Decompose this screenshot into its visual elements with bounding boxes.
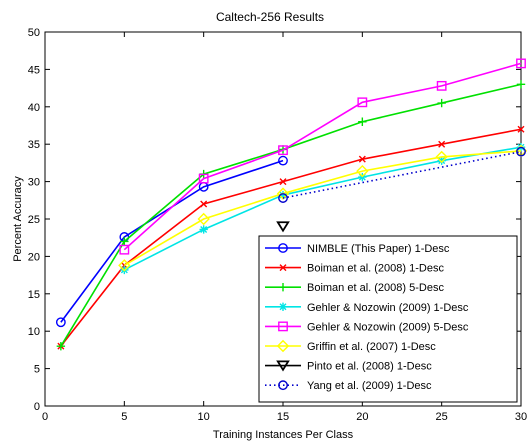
y-tick-label: 45: [28, 64, 40, 76]
x-tick-label: 0: [42, 411, 48, 423]
data-point: [200, 200, 208, 208]
x-tick-label: 25: [436, 411, 448, 423]
y-tick-label: 5: [34, 364, 40, 376]
y-tick-label: 50: [28, 27, 40, 39]
legend-label: NIMBLE (This Paper) 1-Desc: [307, 243, 450, 255]
legend-marker: [278, 302, 288, 311]
y-axis-label: Percent Accuracy: [12, 176, 24, 262]
legend: NIMBLE (This Paper) 1-Desc Boiman et al. …: [258, 235, 518, 403]
x-tick-label: 10: [198, 411, 210, 423]
data-point: [276, 221, 290, 233]
series-line-nimble-this-paper-1-desc: [60, 159, 284, 323]
series-layer: [55, 58, 528, 351]
series-line-gehler-nozowin-2009-1-desc: [123, 146, 522, 271]
series-yang-et-al-2009-1-desc: [278, 146, 526, 203]
legend-entry-gehler-nozowin-2009-5-desc: Gehler & Nozowin (2009) 5-Desc: [265, 321, 469, 333]
y-tick-label: 25: [28, 214, 40, 226]
series-nimble-this-paper-1-desc: [55, 155, 288, 328]
data-point: [437, 98, 446, 108]
legend-entry-boiman-et-al-2008-5-desc: Boiman et al. (2008) 5-Desc: [265, 282, 444, 294]
legend-label: Gehler & Nozowin (2009) 5-Desc: [307, 321, 469, 333]
data-point: [276, 187, 290, 200]
data-point: [56, 341, 66, 351]
data-point: [436, 80, 447, 91]
data-point: [278, 155, 288, 166]
y-tick-label: 40: [28, 102, 40, 114]
data-point: [516, 146, 526, 157]
y-tick-label: 0: [34, 401, 40, 413]
legend-marker: [276, 360, 290, 372]
legend-entry-nimble-this-paper-1-desc: NIMBLE (This Paper) 1-Desc: [265, 243, 450, 255]
x-axis-label: Training Instances Per Class: [213, 429, 354, 441]
legend-entry-boiman-et-al-2008-1-desc: Boiman et al. (2008) 1-Desc: [265, 263, 444, 275]
data-point: [357, 97, 368, 108]
legend-label: Gehler & Nozowin (2009) 1-Desc: [307, 302, 469, 314]
x-tick-label: 15: [277, 411, 289, 423]
legend-marker: [276, 339, 290, 353]
data-point: [278, 190, 288, 200]
data-point: [197, 212, 210, 226]
y-axis: 0 5 10 15 20 25 30 35 40 45 50: [28, 27, 521, 413]
legend-marker: [278, 283, 288, 292]
data-point: [278, 145, 288, 156]
data-point: [517, 125, 525, 133]
y-tick-label: 30: [28, 177, 40, 189]
y-tick-label: 20: [28, 251, 40, 263]
legend-marker: [278, 243, 288, 253]
series-line-griffin-et-al-2007-1-desc: [123, 150, 522, 267]
data-point: [199, 225, 208, 234]
legend-entry-griffin-et-al-2007-1-desc: Griffin et al. (2007) 1-Desc: [265, 339, 436, 353]
data-point: [358, 155, 366, 163]
data-point: [118, 259, 131, 272]
series-pinto-et-al-2008-1-desc: [276, 221, 290, 233]
data-point: [120, 237, 129, 246]
legend-label: Yang et al. (2009) 1-Desc: [307, 380, 432, 392]
x-tick-label: 5: [121, 411, 127, 423]
legend-label: Boiman et al. (2008) 1-Desc: [307, 263, 444, 275]
y-tick-label: 35: [28, 139, 40, 151]
series-line-gehler-nozowin-2009-5-desc: [123, 62, 522, 251]
legend-box: [258, 235, 518, 403]
y-tick-label: 10: [28, 326, 40, 338]
data-point: [356, 164, 369, 178]
legend-entry-gehler-nozowin-2009-1-desc: Gehler & Nozowin (2009) 1-Desc: [265, 302, 469, 314]
data-point: [516, 80, 526, 89]
legend-label: Griffin et al. (2007) 1-Desc: [307, 341, 436, 353]
data-point: [516, 58, 526, 69]
x-tick-label: 30: [515, 411, 527, 423]
legend-label: Pinto et al. (2008) 1-Desc: [307, 361, 432, 373]
legend-entry-yang-et-al-2009-1-desc: Yang et al. (2009) 1-Desc: [265, 380, 432, 392]
data-point: [437, 156, 446, 165]
data-point: [278, 193, 288, 203]
legend-marker: [279, 264, 287, 272]
data-point: [358, 117, 367, 126]
legend-marker: [278, 380, 288, 391]
legend-label: Boiman et al. (2008) 5-Desc: [307, 282, 444, 294]
data-point: [279, 178, 287, 186]
legend-marker: [278, 321, 288, 332]
x-axis: 0 5 10 15 20 25 30: [42, 32, 527, 423]
data-point: [438, 140, 446, 148]
data-point: [435, 150, 448, 164]
chart-title: Caltech-256 Results: [216, 10, 324, 24]
data-point: [119, 244, 130, 255]
legend-entry-pinto-et-al-2008-1-desc: Pinto et al. (2008) 1-Desc: [265, 360, 432, 373]
data-point: [55, 317, 66, 328]
series-gehler-nozowin-2009-5-desc: [119, 58, 526, 255]
data-point: [198, 173, 209, 184]
y-tick-label: 15: [28, 289, 40, 301]
x-tick-label: 20: [356, 411, 368, 423]
